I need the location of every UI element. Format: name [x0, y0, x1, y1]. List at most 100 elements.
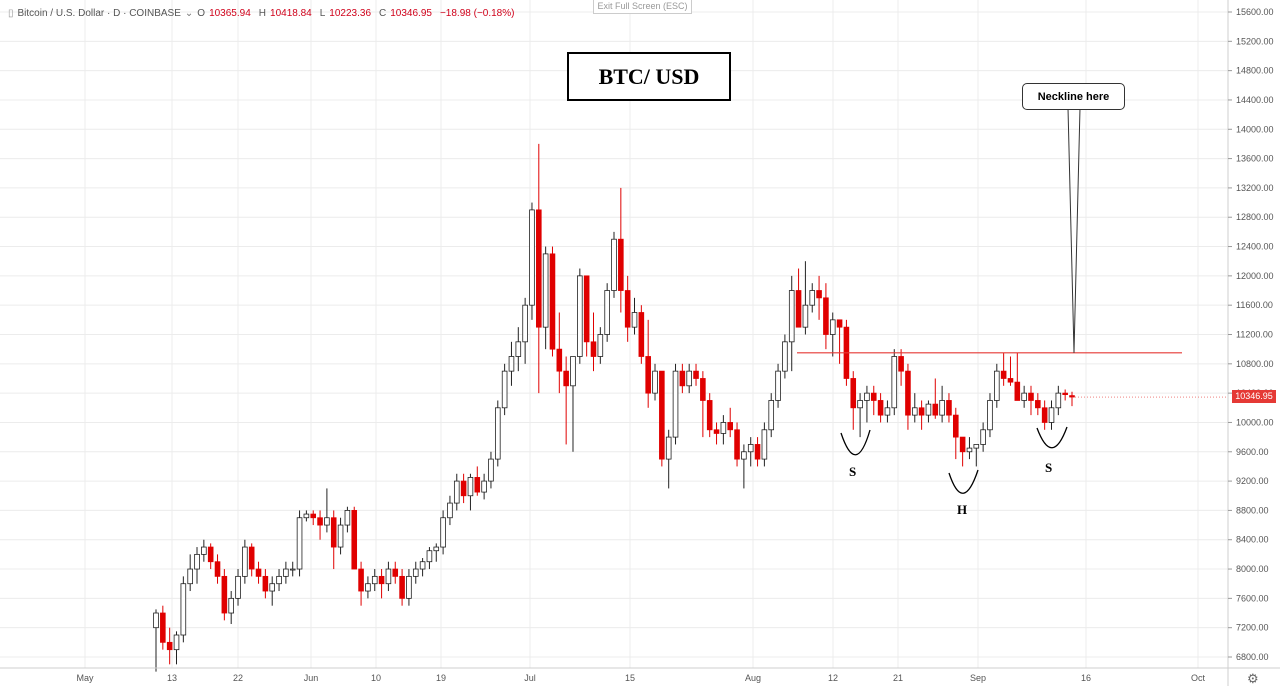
time-axis[interactable]: May 13 22 Jun 10 19 Jul 15 Aug 12 21 Sep 16 Oct — [0, 667, 1280, 683]
candle — [358, 561, 364, 606]
candle — [433, 543, 440, 562]
candle-body — [652, 370, 658, 394]
price-tick-label: 9200.00 — [1236, 476, 1269, 486]
candle — [720, 415, 727, 445]
candle — [1000, 352, 1007, 386]
symbol-icon: ▯ — [8, 8, 14, 19]
candle — [836, 319, 843, 364]
candle — [1035, 393, 1041, 416]
candle — [194, 547, 200, 584]
candle-body — [932, 403, 939, 416]
candle-body — [864, 392, 870, 401]
title-annotation[interactable]: BTC/ USD — [567, 52, 731, 101]
candle — [665, 429, 672, 489]
candle — [248, 543, 255, 577]
candle-body — [255, 568, 262, 577]
candle — [310, 510, 317, 526]
candle-body — [959, 436, 966, 453]
candle-body — [242, 546, 248, 577]
price-tick-label: 7200.00 — [1236, 623, 1269, 633]
time-tick-label: Jul — [524, 673, 536, 683]
candle — [214, 554, 221, 584]
candle-body — [734, 429, 740, 460]
candle — [952, 407, 959, 460]
candle — [857, 393, 863, 438]
candle-body — [939, 400, 945, 416]
price-tick-label: 9600.00 — [1236, 447, 1269, 457]
candle — [173, 631, 180, 665]
candle-body — [727, 422, 734, 431]
candle-body — [686, 370, 692, 387]
candle — [898, 349, 904, 386]
candle-body — [508, 356, 515, 372]
candle — [269, 576, 276, 606]
candle — [987, 393, 993, 438]
candle-body — [761, 429, 768, 460]
exit-fullscreen-button[interactable]: Exit Full Screen (ESC) — [593, 0, 692, 14]
symbol-name[interactable]: Bitcoin / U.S. Dollar · D · COINBASE — [17, 8, 181, 19]
candle-body — [741, 451, 747, 460]
candle-body — [1035, 400, 1041, 409]
time-tick-label: 19 — [436, 673, 446, 683]
candle-body — [235, 575, 241, 599]
candle-body — [679, 370, 686, 387]
candle — [228, 591, 234, 625]
candle-body — [248, 546, 255, 570]
price-tick-label: 14400.00 — [1236, 95, 1274, 105]
candle-body — [371, 575, 378, 585]
neckline-layer — [797, 107, 1228, 494]
time-tick-label: Oct — [1191, 673, 1206, 683]
candle — [255, 561, 262, 584]
gear-icon[interactable]: ⚙ — [1247, 671, 1259, 686]
candle-body — [419, 561, 426, 570]
candle-body — [433, 546, 440, 552]
candle-body — [631, 312, 638, 328]
candle — [816, 275, 822, 320]
candle — [741, 444, 747, 489]
price-tick-label: 13600.00 — [1236, 154, 1274, 164]
price-tick-label: 11600.00 — [1236, 300, 1273, 310]
candle-body — [823, 297, 829, 335]
neckline-callout[interactable]: Neckline here — [1022, 83, 1125, 110]
candle — [980, 422, 986, 452]
candle-body — [952, 414, 959, 438]
candle-body — [850, 378, 857, 409]
candle — [426, 547, 433, 570]
candle — [160, 605, 166, 650]
price-axis[interactable]: 6800.00 7200.00 7600.00 8000.00 8400.00 8800.… — [1227, 0, 1274, 686]
candles — [153, 143, 1075, 672]
candle-body — [426, 550, 433, 563]
candle — [727, 407, 734, 438]
candle-body — [898, 356, 904, 372]
candle — [590, 312, 597, 372]
candle-body — [1000, 370, 1007, 379]
candle — [693, 363, 699, 386]
candle-body — [153, 612, 159, 629]
candle-body — [440, 517, 446, 548]
candle — [1069, 391, 1075, 407]
candle — [994, 363, 1000, 408]
candle — [1028, 385, 1034, 416]
candle — [392, 561, 399, 584]
candle — [453, 473, 460, 511]
time-tick-label: 15 — [625, 673, 635, 683]
candle-body — [228, 597, 234, 614]
price-tick-label: 10800.00 — [1236, 359, 1274, 369]
candle-body — [980, 429, 986, 445]
candle — [501, 363, 508, 416]
candle-body — [1021, 392, 1027, 401]
candle-body — [877, 400, 884, 416]
candle — [925, 400, 932, 423]
price-tick-label: 6800.00 — [1236, 652, 1269, 662]
candle — [686, 363, 692, 394]
callout-pointer — [1067, 107, 1081, 353]
chevron-down-icon[interactable]: ⌄ — [184, 8, 194, 19]
price-tick-label: 13200.00 — [1236, 183, 1274, 193]
candle-body — [549, 253, 556, 350]
candle — [494, 400, 501, 467]
candle — [1021, 385, 1027, 408]
candle — [618, 187, 624, 313]
price-tick-label: 11200.00 — [1236, 330, 1273, 340]
